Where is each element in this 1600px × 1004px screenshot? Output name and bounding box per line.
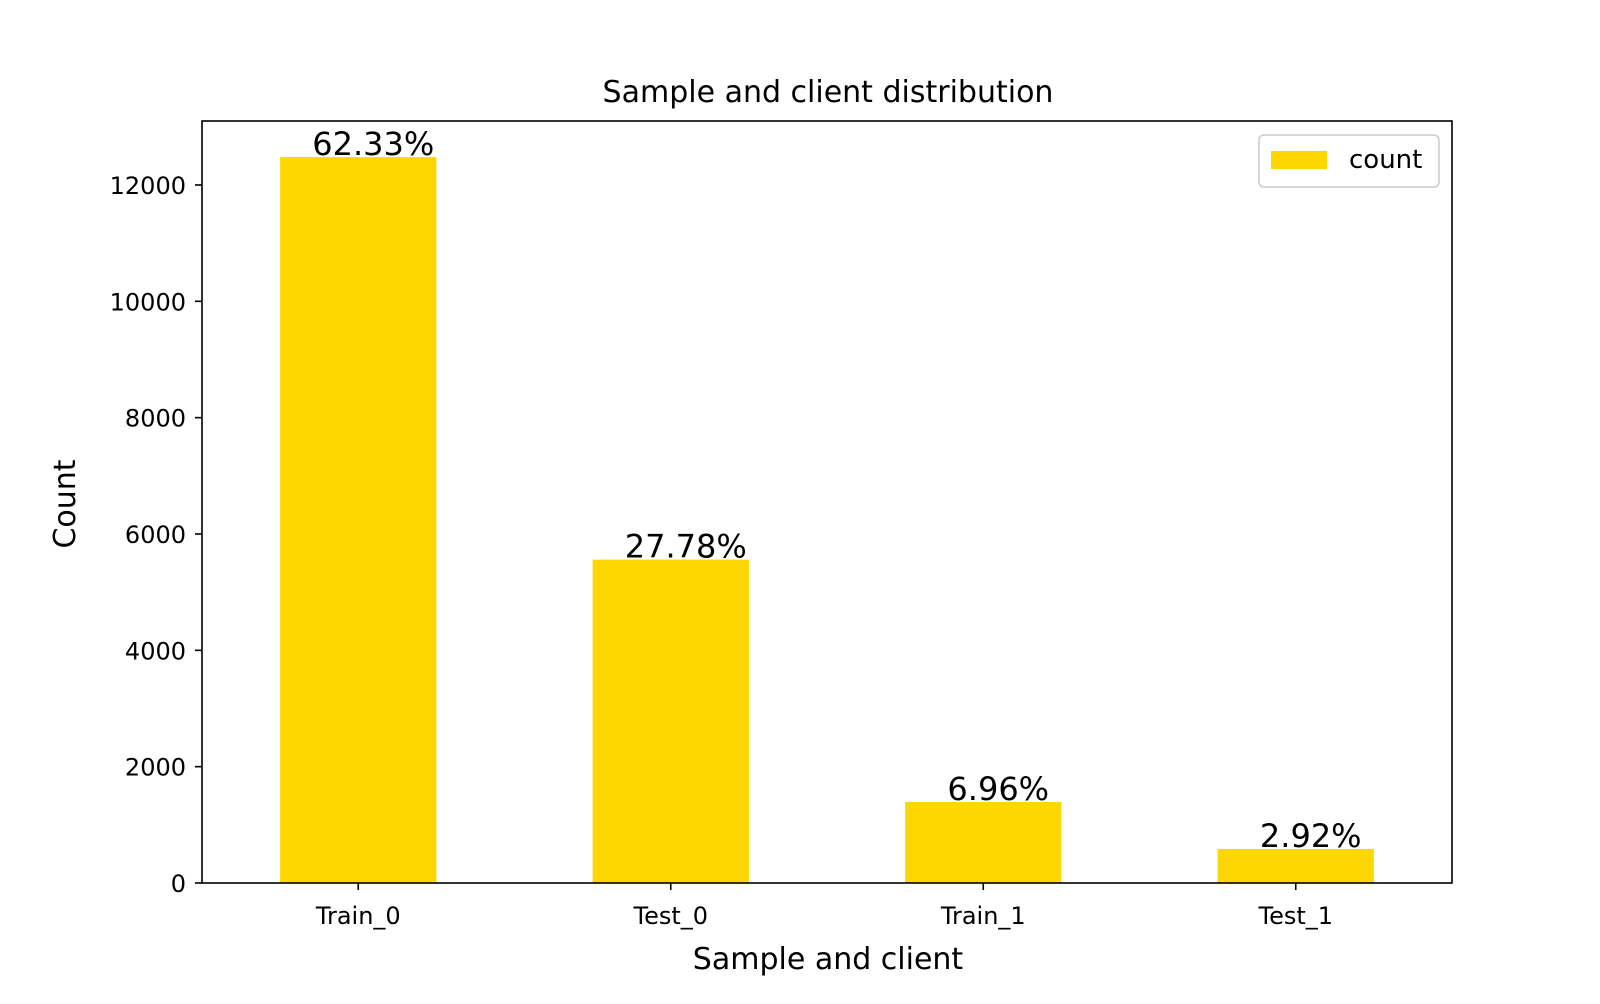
bar-value-label: 6.96% <box>947 770 1049 808</box>
y-axis: 0 2000 4000 6000 8000 10000 12000 <box>110 172 202 898</box>
y-tick-label: 4000 <box>125 637 186 665</box>
chart-title: Sample and client distribution <box>603 75 1054 110</box>
bar-Train_0 <box>280 157 437 884</box>
y-tick-label: 2000 <box>125 754 186 782</box>
x-tick-label: Test_1 <box>1257 902 1333 930</box>
bar-value-label: 62.33% <box>312 125 434 163</box>
x-tick-label: Train_1 <box>940 902 1026 930</box>
bars-layer: 62.33% 27.78% 6.96% 2.92% <box>280 125 1374 884</box>
x-tick-label: Test_0 <box>632 902 708 930</box>
x-tick-label: Train_0 <box>315 902 401 930</box>
plot-frame <box>201 120 1453 884</box>
y-tick-label: 8000 <box>125 405 186 433</box>
y-tick-label: 12000 <box>110 172 186 200</box>
bar-Train_1 <box>905 801 1062 883</box>
y-tick-label: 6000 <box>125 521 186 549</box>
legend-label: count <box>1349 145 1422 175</box>
legend-box <box>1258 134 1440 188</box>
y-tick-label: 10000 <box>110 288 186 316</box>
x-axis-label: Sample and client <box>693 942 964 977</box>
x-axis: Train_0 Test_0 Train_1 Test_1 <box>315 883 1333 930</box>
bar-Test_0 <box>592 559 749 883</box>
bar-Test_1 <box>1217 848 1374 883</box>
y-axis-label: Count <box>48 459 83 548</box>
bar-value-label: 2.92% <box>1260 817 1362 855</box>
legend: count <box>1258 134 1440 188</box>
y-tick-label: 0 <box>171 870 186 898</box>
bar-value-label: 27.78% <box>625 528 747 566</box>
legend-swatch <box>1271 151 1327 169</box>
